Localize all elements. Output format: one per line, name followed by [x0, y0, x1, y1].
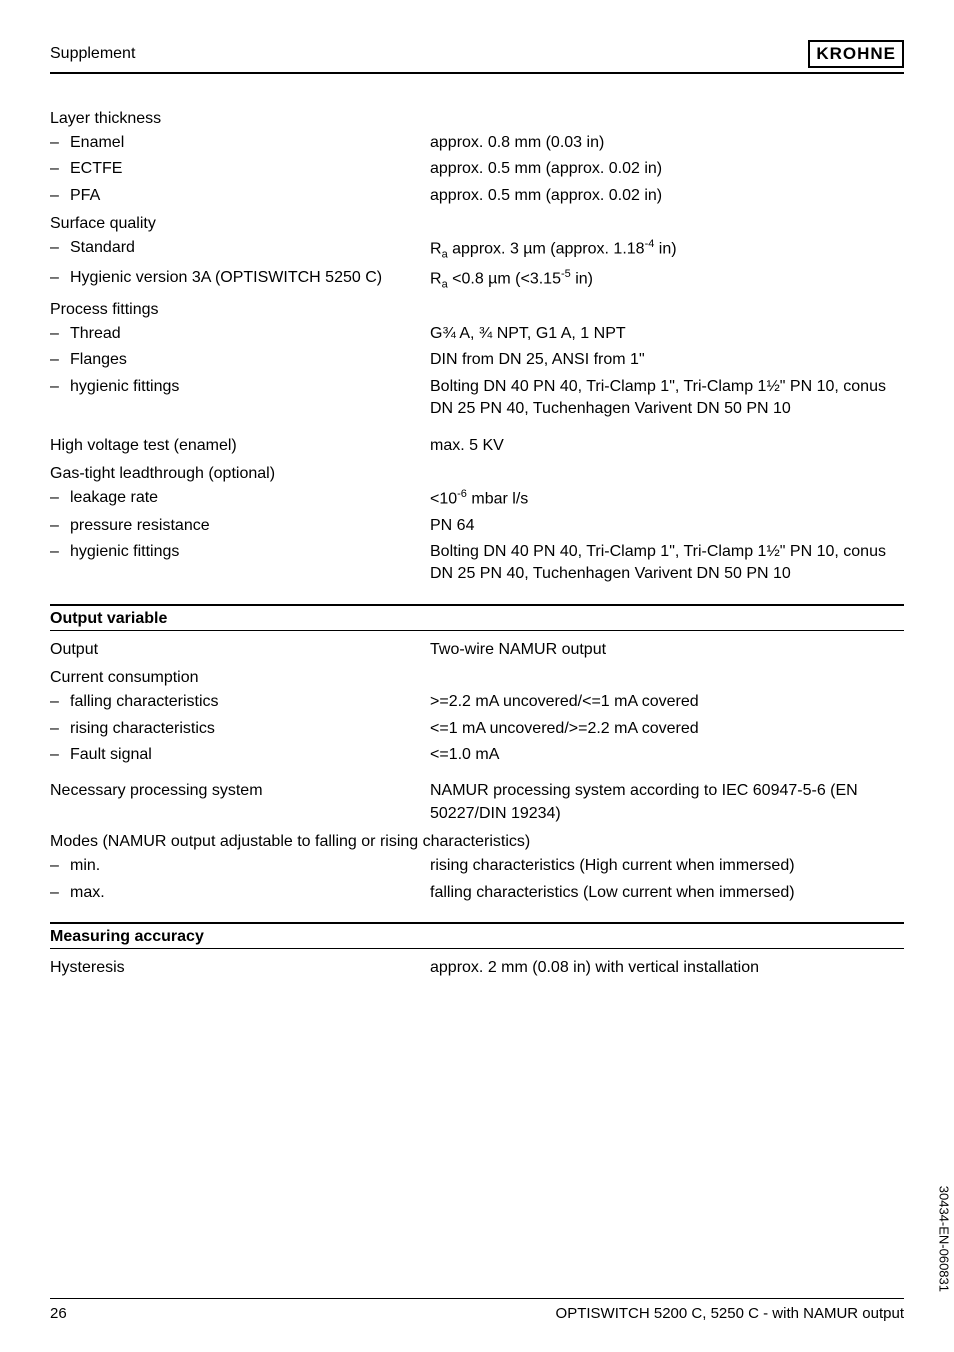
item-value: >=2.2 mA uncovered/<=1 mA covered — [430, 691, 904, 713]
item-label: max. — [70, 882, 105, 904]
row-value: NAMUR processing system according to IEC… — [430, 780, 904, 825]
surface-quality-heading: Surface quality — [50, 215, 904, 233]
content: Layer thickness –Enamel approx. 0.8 mm (… — [50, 102, 904, 1278]
row-value: max. 5 KV — [430, 435, 904, 457]
page-footer: 26 OPTISWITCH 5200 C, 5250 C - with NAMU… — [50, 1298, 904, 1322]
item-value: Bolting DN 40 PN 40, Tri-Clamp 1", Tri-C… — [430, 541, 904, 586]
item-value: Ra approx. 3 µm (approx. 1.18-4 in) — [430, 237, 904, 263]
section-divider — [50, 922, 904, 924]
dash-icon: – — [50, 158, 70, 180]
item-label: Thread — [70, 323, 121, 345]
list-item: –hygienic fittings Bolting DN 40 PN 40, … — [50, 376, 904, 421]
section-underline — [50, 948, 904, 949]
dash-icon: – — [50, 132, 70, 154]
item-value: rising characteristics (High current whe… — [430, 855, 904, 877]
list-item: –Thread G¾ A, ¾ NPT, G1 A, 1 NPT — [50, 323, 904, 345]
item-value: falling characteristics (Low current whe… — [430, 882, 904, 904]
list-item: –ECTFE approx. 0.5 mm (approx. 0.02 in) — [50, 158, 904, 180]
item-value: <=1 mA uncovered/>=2.2 mA covered — [430, 718, 904, 740]
process-fittings-heading: Process fittings — [50, 301, 904, 319]
header-title: Supplement — [50, 45, 135, 63]
list-item: –hygienic fittings Bolting DN 40 PN 40, … — [50, 541, 904, 586]
list-item: –Fault signal <=1.0 mA — [50, 744, 904, 766]
dash-icon: – — [50, 855, 70, 877]
row-label: Hysteresis — [50, 957, 430, 979]
item-label: Fault signal — [70, 744, 152, 766]
layer-thickness-heading: Layer thickness — [50, 110, 904, 128]
processing-row: Necessary processing system NAMUR proces… — [50, 780, 904, 825]
list-item: –rising characteristics <=1 mA uncovered… — [50, 718, 904, 740]
item-label: Hygienic version 3A (OPTISWITCH 5250 C) — [70, 267, 382, 293]
item-value: approx. 0.5 mm (approx. 0.02 in) — [430, 185, 904, 207]
dash-icon: – — [50, 237, 70, 263]
list-item: –leakage rate <10-6 mbar l/s — [50, 487, 904, 511]
item-label: PFA — [70, 185, 100, 207]
side-document-code: 30434-EN-060831 — [936, 1186, 951, 1292]
modes-heading: Modes (NAMUR output adjustable to fallin… — [50, 833, 904, 851]
item-label: pressure resistance — [70, 515, 210, 537]
gas-tight-heading: Gas-tight leadthrough (optional) — [50, 465, 904, 483]
list-item: –Flanges DIN from DN 25, ANSI from 1" — [50, 349, 904, 371]
measuring-accuracy-title: Measuring accuracy — [50, 928, 904, 946]
item-value: approx. 0.8 mm (0.03 in) — [430, 132, 904, 154]
footer-doc-title: OPTISWITCH 5200 C, 5250 C - with NAMUR o… — [556, 1305, 904, 1322]
output-variable-title: Output variable — [50, 610, 904, 628]
dash-icon: – — [50, 691, 70, 713]
high-voltage-row: High voltage test (enamel) max. 5 KV — [50, 435, 904, 457]
list-item: –falling characteristics >=2.2 mA uncove… — [50, 691, 904, 713]
list-item: –Enamel approx. 0.8 mm (0.03 in) — [50, 132, 904, 154]
row-value: approx. 2 mm (0.08 in) with vertical ins… — [430, 957, 904, 979]
item-label: ECTFE — [70, 158, 122, 180]
page-number: 26 — [50, 1305, 67, 1322]
list-item: –Hygienic version 3A (OPTISWITCH 5250 C)… — [50, 267, 904, 293]
dash-icon: – — [50, 376, 70, 421]
dash-icon: – — [50, 515, 70, 537]
output-row: Output Two-wire NAMUR output — [50, 639, 904, 661]
item-value: DIN from DN 25, ANSI from 1" — [430, 349, 904, 371]
row-label: High voltage test (enamel) — [50, 435, 430, 457]
dash-icon: – — [50, 323, 70, 345]
item-label: Flanges — [70, 349, 127, 371]
list-item: –Standard Ra approx. 3 µm (approx. 1.18-… — [50, 237, 904, 263]
section-underline — [50, 630, 904, 631]
page-header: Supplement KROHNE — [50, 40, 904, 74]
item-label: Enamel — [70, 132, 124, 154]
hysteresis-row: Hysteresis approx. 2 mm (0.08 in) with v… — [50, 957, 904, 979]
item-label: Standard — [70, 237, 135, 263]
dash-icon: – — [50, 267, 70, 293]
dash-icon: – — [50, 487, 70, 511]
list-item: –pressure resistance PN 64 — [50, 515, 904, 537]
item-value: approx. 0.5 mm (approx. 0.02 in) — [430, 158, 904, 180]
list-item: –PFA approx. 0.5 mm (approx. 0.02 in) — [50, 185, 904, 207]
current-consumption-heading: Current consumption — [50, 669, 904, 687]
dash-icon: – — [50, 541, 70, 586]
item-label: rising characteristics — [70, 718, 215, 740]
list-item: –max. falling characteristics (Low curre… — [50, 882, 904, 904]
brand-logo: KROHNE — [808, 40, 904, 68]
dash-icon: – — [50, 185, 70, 207]
item-label: falling characteristics — [70, 691, 219, 713]
dash-icon: – — [50, 349, 70, 371]
row-value: Two-wire NAMUR output — [430, 639, 904, 661]
item-label: min. — [70, 855, 100, 877]
row-label: Necessary processing system — [50, 780, 430, 825]
item-label: hygienic fittings — [70, 376, 179, 421]
item-value: Bolting DN 40 PN 40, Tri-Clamp 1", Tri-C… — [430, 376, 904, 421]
item-value: Ra <0.8 µm (<3.15-5 in) — [430, 267, 904, 293]
item-label: leakage rate — [70, 487, 158, 511]
list-item: –min. rising characteristics (High curre… — [50, 855, 904, 877]
dash-icon: – — [50, 882, 70, 904]
item-label: hygienic fittings — [70, 541, 179, 586]
item-value: <=1.0 mA — [430, 744, 904, 766]
item-value: G¾ A, ¾ NPT, G1 A, 1 NPT — [430, 323, 904, 345]
row-label: Output — [50, 639, 430, 661]
item-value: PN 64 — [430, 515, 904, 537]
dash-icon: – — [50, 718, 70, 740]
section-divider — [50, 604, 904, 606]
dash-icon: – — [50, 744, 70, 766]
item-value: <10-6 mbar l/s — [430, 487, 904, 511]
